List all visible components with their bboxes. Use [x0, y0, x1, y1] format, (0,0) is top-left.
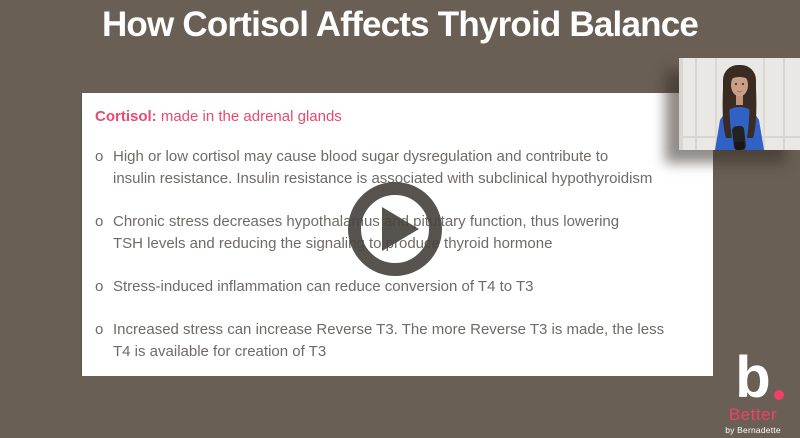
bullet-text: Increased stress can increase Reverse T3…	[113, 321, 665, 360]
play-icon	[381, 207, 419, 251]
slide-heading-rest: made in the adrenal glands	[156, 108, 342, 125]
slide-heading: Cortisol: made in the adrenal glands	[95, 106, 699, 128]
slide-heading-term: Cortisol:	[95, 108, 157, 125]
bullet-icon: o	[95, 321, 104, 338]
bullet-icon: o	[95, 213, 104, 230]
logo-tagline: by Bernadette	[725, 424, 781, 435]
bullet-text: Stress-induced inflammation can reduce c…	[113, 278, 534, 295]
bullet-icon: o	[95, 148, 104, 165]
logo-dot-icon	[773, 389, 784, 400]
presenter-avatar	[679, 58, 800, 150]
logo-mark-row: b	[735, 348, 784, 406]
logo-mark: b	[735, 344, 771, 410]
slide-card: Cortisol: made in the adrenal glands o H…	[82, 93, 713, 376]
bullet-text: High or low cortisol may cause blood sug…	[113, 148, 653, 187]
bullet-item: o Increased stress can increase Reverse …	[95, 319, 699, 363]
bullet-item: o Stress-induced inflammation can reduce…	[95, 276, 699, 298]
brand-logo: b Better by Bernadette	[718, 348, 788, 435]
bullet-icon: o	[95, 278, 104, 295]
play-button[interactable]	[348, 182, 442, 276]
webcam-inset	[679, 58, 800, 150]
bullet-item: o High or low cortisol may cause blood s…	[95, 146, 699, 190]
page-title: How Cortisol Affects Thyroid Balance	[101, 5, 699, 44]
logo-name: Better	[728, 404, 778, 424]
